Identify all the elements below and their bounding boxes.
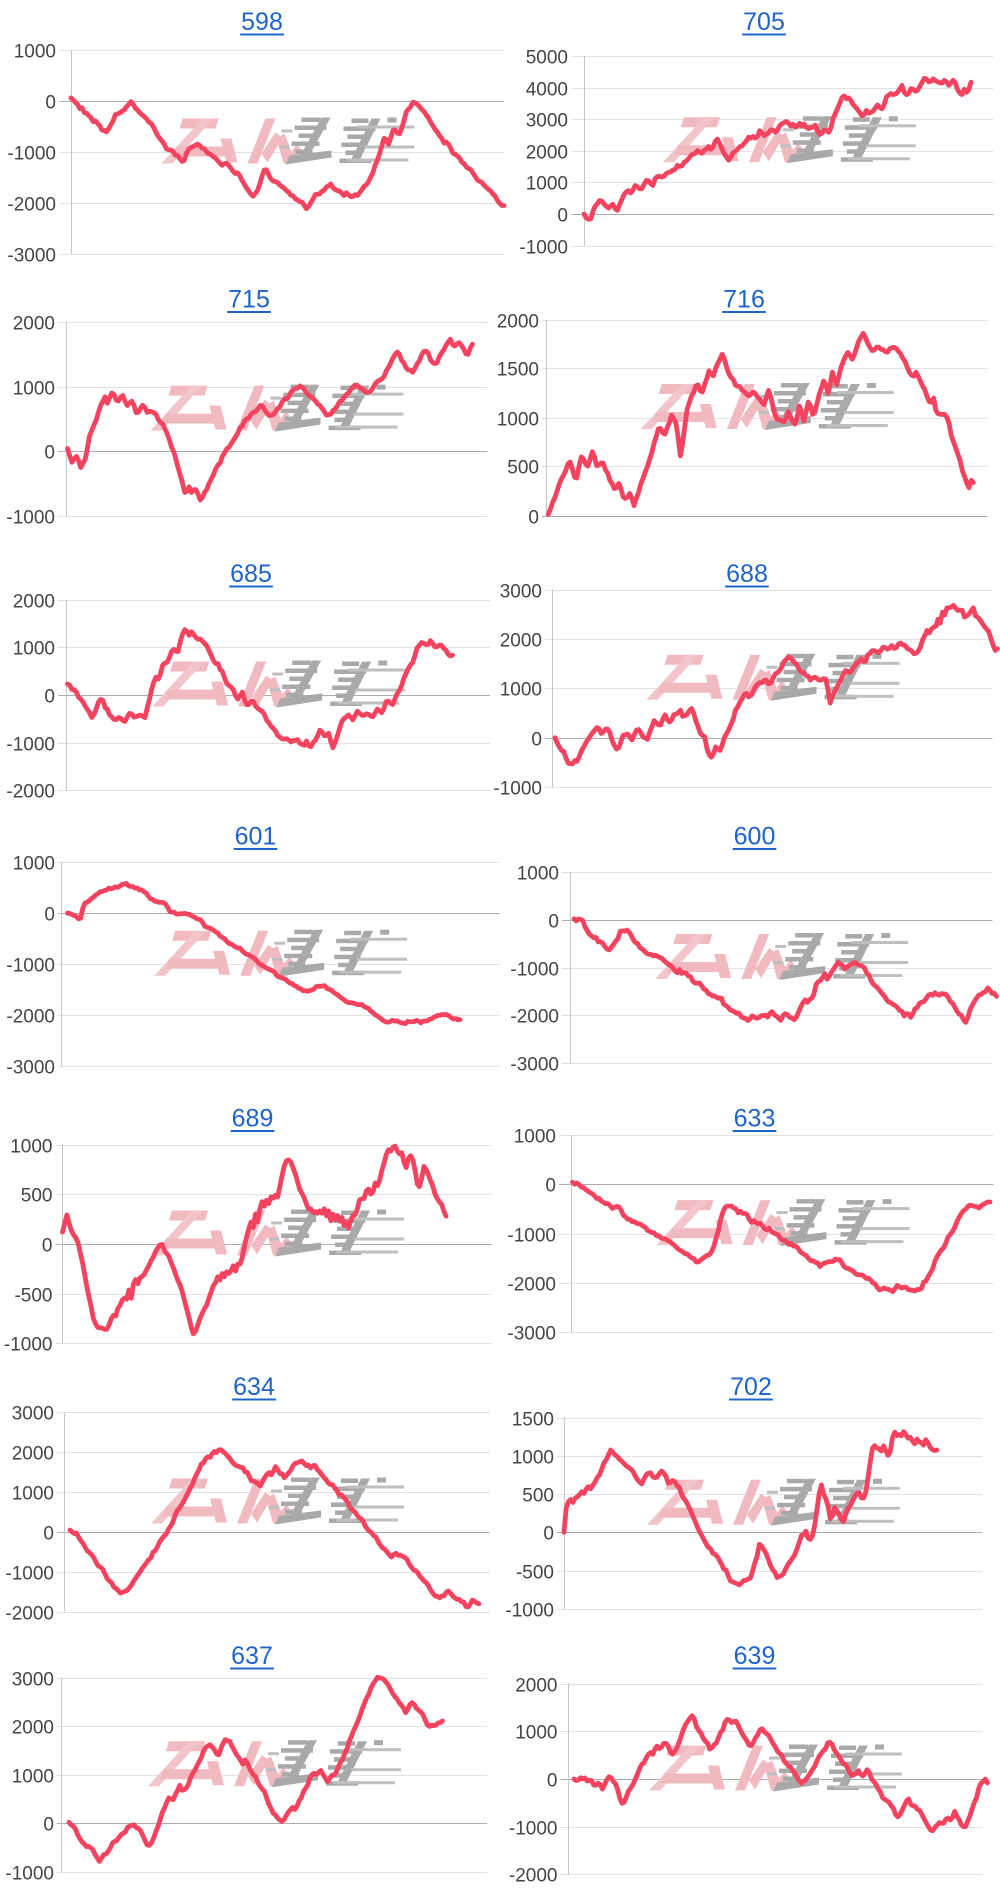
svg-text:0: 0 (557, 206, 568, 227)
svg-text:-3000: -3000 (7, 246, 56, 267)
svg-text:600: 600 (734, 823, 776, 851)
svg-text:2000: 2000 (500, 631, 542, 652)
svg-text:500: 500 (21, 1186, 53, 1207)
svg-text:0: 0 (548, 912, 559, 933)
svg-text:2000: 2000 (13, 314, 55, 335)
svg-text:0: 0 (45, 93, 56, 114)
svg-text:-2000: -2000 (510, 1007, 559, 1028)
svg-text:705: 705 (743, 8, 785, 36)
svg-text:-1000: -1000 (507, 1226, 556, 1247)
svg-text:689: 689 (232, 1105, 274, 1133)
svg-text:-1000: -1000 (7, 144, 56, 165)
svg-text:-2000: -2000 (507, 1275, 556, 1296)
svg-text:598: 598 (241, 8, 283, 36)
svg-text:1000: 1000 (12, 1767, 54, 1788)
svg-text:1000: 1000 (13, 854, 55, 875)
svg-text:2000: 2000 (497, 312, 539, 333)
svg-text:3000: 3000 (12, 1404, 54, 1425)
svg-text:-1000: -1000 (4, 1335, 53, 1356)
svg-text:-3000: -3000 (6, 1058, 55, 1079)
svg-text:601: 601 (235, 823, 277, 851)
svg-text:-2000: -2000 (6, 782, 55, 803)
svg-text:5000: 5000 (526, 48, 568, 69)
svg-text:-1000: -1000 (519, 238, 568, 259)
svg-text:1000: 1000 (13, 379, 55, 400)
svg-text:688: 688 (726, 560, 768, 588)
svg-text:0: 0 (44, 687, 55, 708)
svg-text:633: 633 (734, 1105, 776, 1133)
svg-text:2000: 2000 (526, 143, 568, 164)
svg-text:1500: 1500 (512, 1410, 554, 1431)
svg-text:500: 500 (507, 458, 539, 479)
svg-text:4000: 4000 (526, 80, 568, 101)
svg-text:685: 685 (230, 560, 272, 588)
svg-text:1000: 1000 (512, 1448, 554, 1469)
svg-text:-1000: -1000 (493, 779, 542, 800)
svg-text:0: 0 (543, 1524, 554, 1545)
svg-text:2000: 2000 (12, 1718, 54, 1739)
svg-text:-1000: -1000 (505, 1601, 554, 1622)
svg-text:2000: 2000 (12, 1444, 54, 1465)
svg-text:0: 0 (547, 1771, 558, 1792)
svg-text:0: 0 (531, 730, 542, 751)
svg-text:1000: 1000 (515, 1723, 557, 1744)
svg-text:-1000: -1000 (5, 1564, 54, 1585)
svg-text:3000: 3000 (526, 111, 568, 132)
svg-text:0: 0 (44, 443, 55, 464)
svg-text:-3000: -3000 (510, 1055, 559, 1076)
svg-text:1000: 1000 (514, 1127, 556, 1148)
svg-text:639: 639 (734, 1642, 776, 1670)
svg-text:0: 0 (43, 1815, 54, 1836)
svg-text:-500: -500 (516, 1563, 554, 1584)
svg-text:-1000: -1000 (509, 1819, 558, 1840)
svg-text:-1000: -1000 (5, 1864, 54, 1885)
svg-text:-1000: -1000 (6, 735, 55, 756)
svg-text:-500: -500 (14, 1286, 52, 1307)
svg-text:2000: 2000 (13, 592, 55, 613)
svg-text:702: 702 (730, 1373, 772, 1401)
svg-text:3000: 3000 (500, 582, 542, 603)
svg-text:-1000: -1000 (6, 508, 55, 529)
svg-text:3000: 3000 (12, 1670, 54, 1691)
svg-text:0: 0 (43, 1524, 54, 1545)
svg-text:0: 0 (528, 508, 539, 529)
svg-text:0: 0 (44, 905, 55, 926)
svg-text:-3000: -3000 (507, 1324, 556, 1345)
svg-text:-2000: -2000 (6, 1007, 55, 1028)
svg-text:-2000: -2000 (5, 1604, 54, 1625)
svg-text:0: 0 (42, 1236, 53, 1257)
svg-text:2000: 2000 (515, 1676, 557, 1697)
svg-text:1000: 1000 (10, 1137, 52, 1158)
svg-text:-2000: -2000 (7, 195, 56, 216)
svg-text:0: 0 (545, 1176, 556, 1197)
svg-text:1500: 1500 (497, 360, 539, 381)
svg-text:-1000: -1000 (510, 960, 559, 981)
svg-text:715: 715 (228, 286, 270, 314)
svg-text:1000: 1000 (14, 42, 56, 63)
svg-text:637: 637 (231, 1642, 273, 1670)
svg-text:-2000: -2000 (509, 1866, 558, 1887)
svg-text:1000: 1000 (13, 639, 55, 660)
svg-text:634: 634 (233, 1373, 275, 1401)
svg-text:1000: 1000 (500, 680, 542, 701)
svg-text:716: 716 (723, 286, 765, 314)
svg-text:1000: 1000 (497, 410, 539, 431)
svg-text:1000: 1000 (526, 174, 568, 195)
svg-text:500: 500 (522, 1486, 554, 1507)
svg-text:1000: 1000 (517, 864, 559, 885)
svg-text:-1000: -1000 (6, 956, 55, 977)
svg-text:1000: 1000 (12, 1484, 54, 1505)
